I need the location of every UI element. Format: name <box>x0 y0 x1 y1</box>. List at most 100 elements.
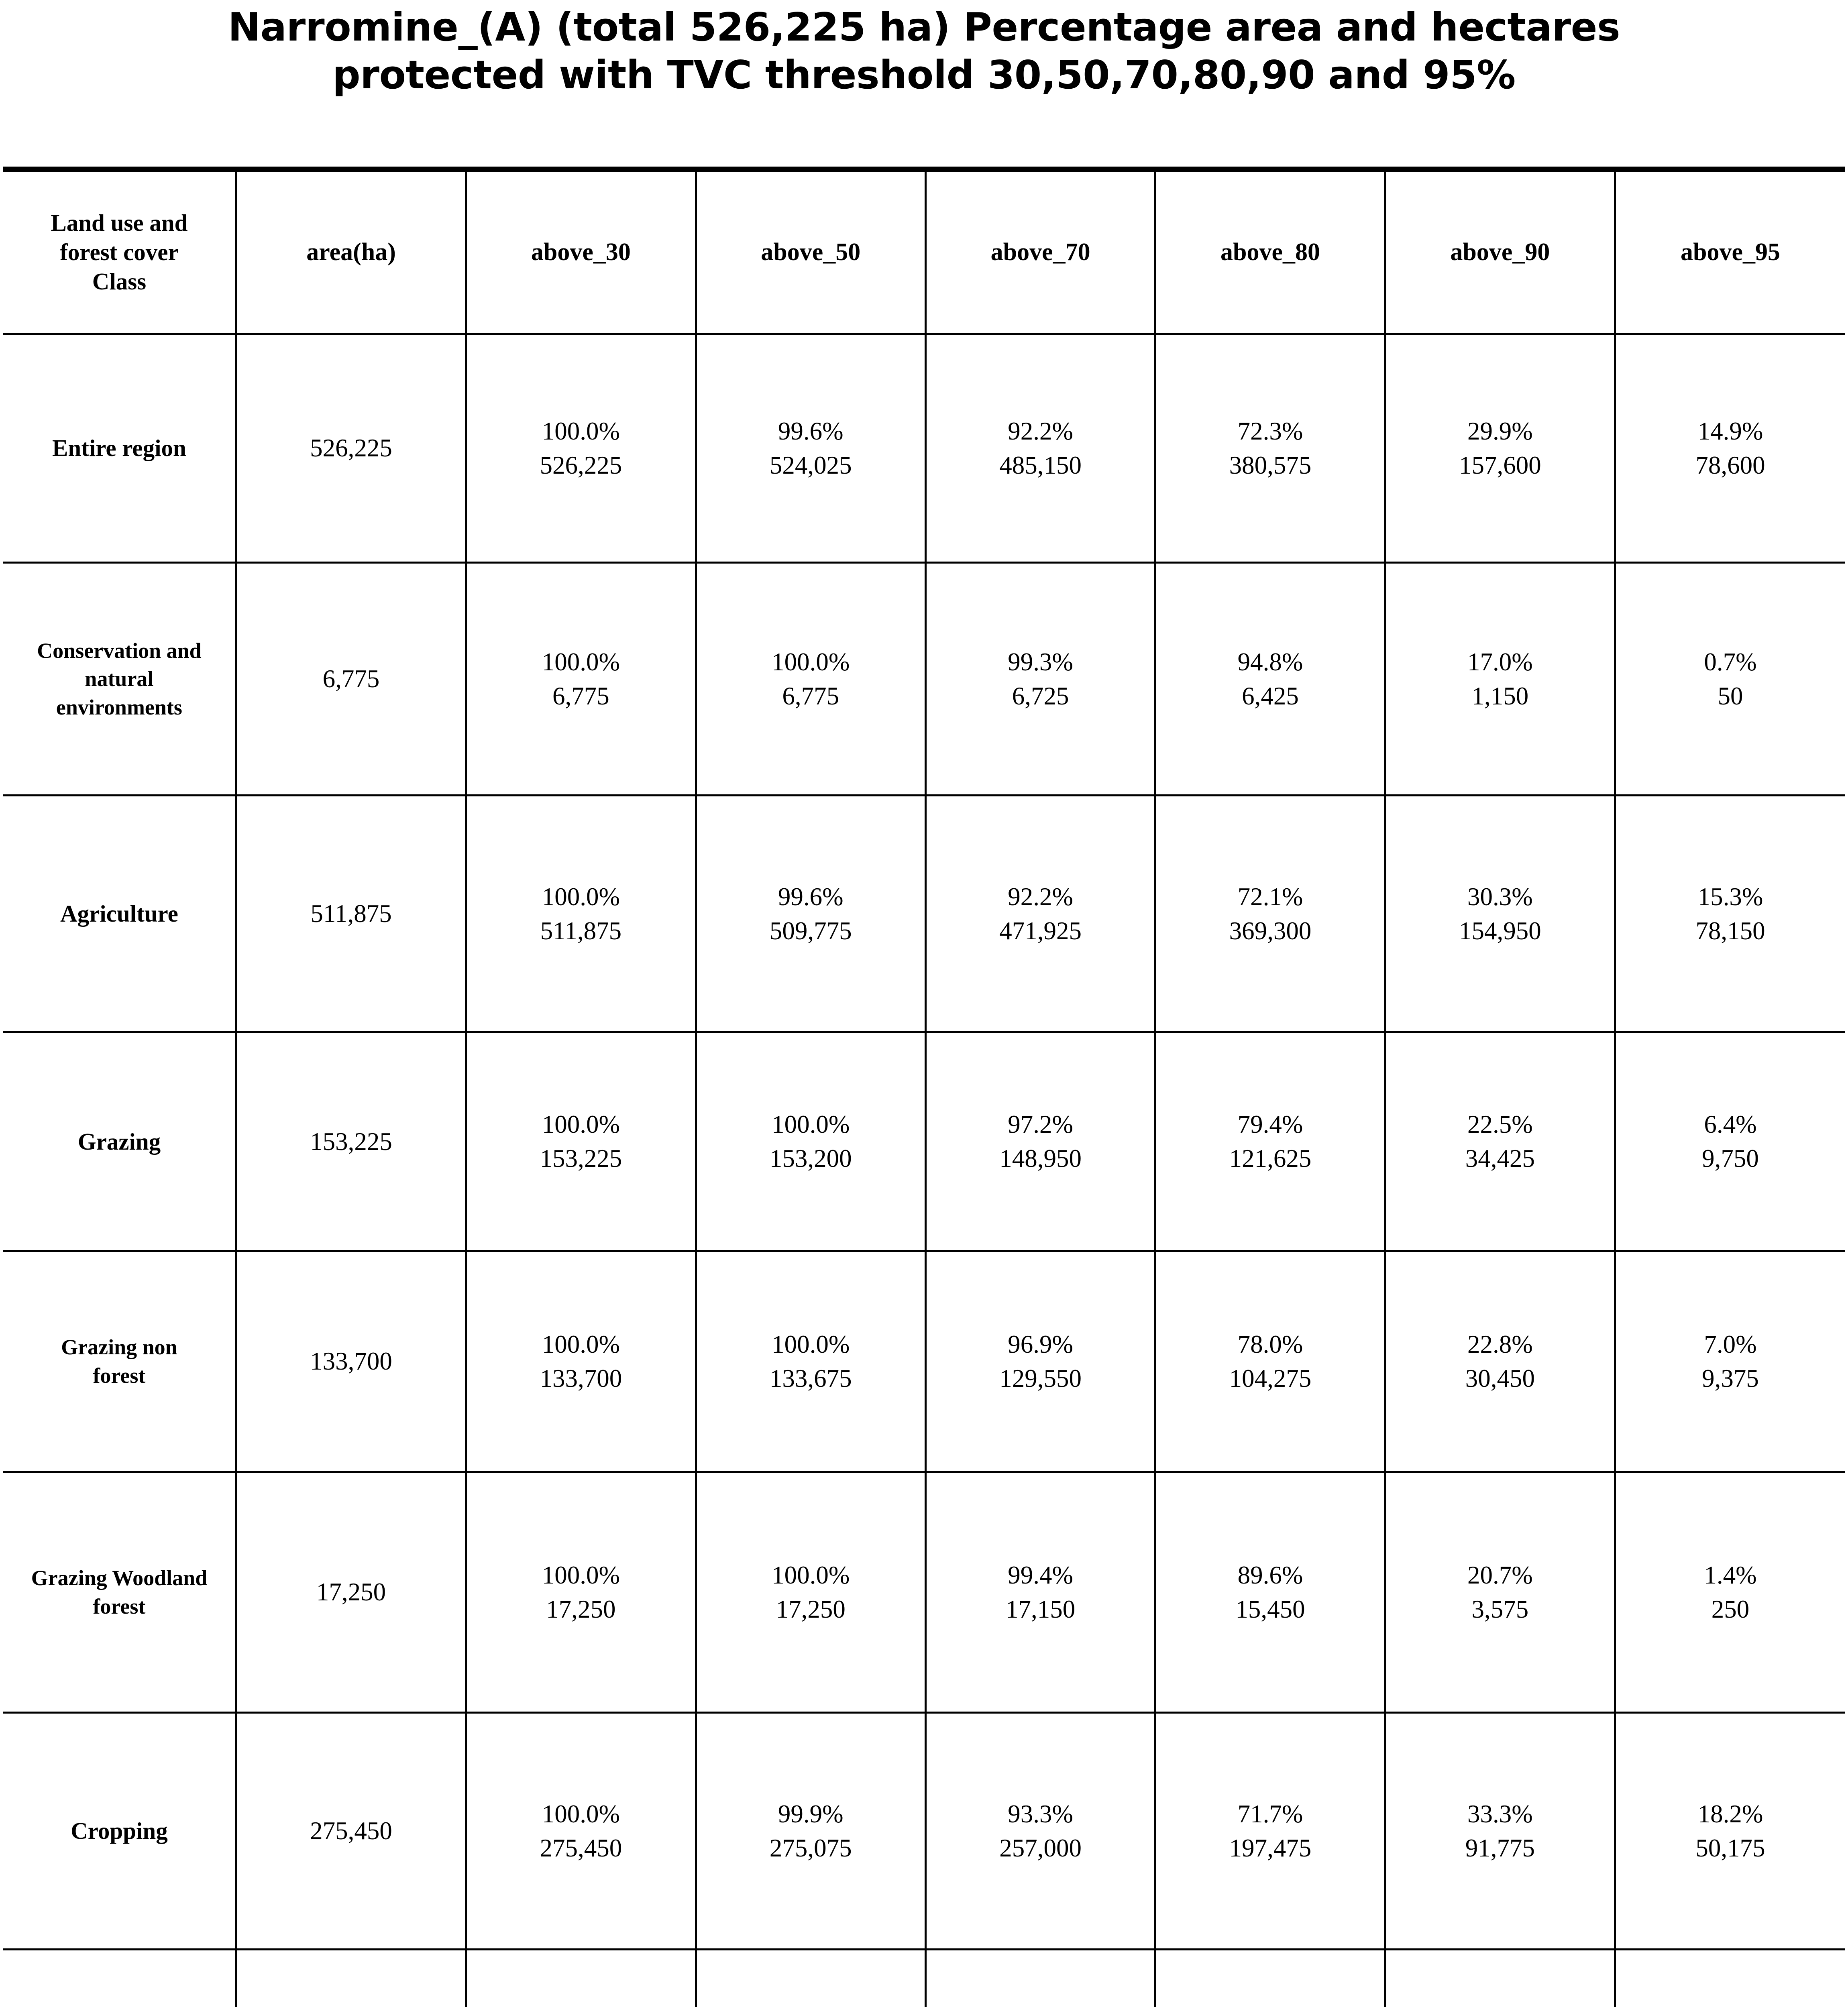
cell-stack: 93.3% 257,000 <box>999 1801 1082 1861</box>
cell-threshold-value: 97.2% 148,950 <box>924 1031 1157 1252</box>
row-label: Grazing <box>3 1031 237 1252</box>
cell-hectares: 509,775 <box>769 916 852 945</box>
cell-threshold-value: 100.0%83,000 <box>465 1948 697 2007</box>
cell-hectares: 50,175 <box>1695 1834 1765 1862</box>
cell-area-ha: 133,700 <box>235 1250 467 1473</box>
cell-threshold-value: 99.3% 6,725 <box>924 562 1157 796</box>
cell-hectares: 511,875 <box>540 916 622 945</box>
cell-percent: 29.9% <box>1467 417 1533 445</box>
cell-hectares: 50 <box>1718 682 1743 710</box>
table-header-row: Land use and forest cover Class area(ha)… <box>3 169 1845 335</box>
cell-hectares: 369,300 <box>1229 916 1312 945</box>
cell-stack: 100.0% 153,225 <box>540 1112 622 1171</box>
cell-hectares: 133,700 <box>540 1364 622 1392</box>
cell-threshold-value: 72.3% 380,575 <box>1154 333 1386 564</box>
cell-stack: 100.0% 6,775 <box>772 649 850 709</box>
cell-threshold-value: 14.9% 78,600 <box>1614 333 1845 564</box>
cell-threshold-value: 79.4% 121,625 <box>1154 1031 1386 1252</box>
cell-percent: 100.0% <box>542 1110 620 1138</box>
cell-percent: 17.0% <box>1467 647 1533 676</box>
column-header-above-95: above_95 <box>1614 169 1845 335</box>
cell-threshold-value: 79.3%65,825 <box>924 1948 1157 2007</box>
cell-stack: 79.4% 121,625 <box>1229 1112 1312 1171</box>
cell-area-ha: 153,225 <box>235 1031 467 1252</box>
cell-threshold-value: 94.8% 6,425 <box>1154 562 1386 796</box>
cell-percent: 93.3% <box>1008 1799 1073 1828</box>
cell-percent: 89.6% <box>1237 1561 1303 1589</box>
cell-threshold-value: 7.0% 9,375 <box>1614 1250 1845 1473</box>
cell-hectares: 6,725 <box>1012 682 1069 710</box>
cell-percent: 92.2% <box>1008 417 1073 445</box>
table-body: Entire region 526,225 100.0% 526,225 99.6% 52… <box>3 333 1845 2007</box>
cell-hectares: 78,600 <box>1695 451 1765 479</box>
cell-threshold-value: 60.3%50,075 <box>1154 1948 1386 2007</box>
cell-threshold-value: 100.0% 6,775 <box>695 562 927 796</box>
cell-hectares: 17,150 <box>1006 1595 1076 1623</box>
cell-percent: 100.0% <box>542 1330 620 1358</box>
cell-stack: 22.5% 34,425 <box>1465 1112 1535 1171</box>
column-header-area: area(ha) <box>235 169 467 335</box>
cell-percent: 100.0% <box>772 1330 850 1358</box>
cell-hectares: 9,375 <box>1702 1364 1759 1392</box>
table-row: Irrigation83,000100.0%83,00098.0%81,3007… <box>3 1948 1845 2007</box>
cell-threshold-value: 99.4% 17,150 <box>924 1471 1157 1714</box>
cell-threshold-value: 72.1% 369,300 <box>1154 794 1386 1033</box>
cell-stack: 17.0% 1,150 <box>1467 649 1533 709</box>
cell-threshold-value: 100.0% 17,250 <box>465 1471 697 1714</box>
cell-hectares: 91,775 <box>1465 1834 1535 1862</box>
cell-threshold-value: 99.9% 275,075 <box>695 1712 927 1950</box>
cell-hectares: 153,200 <box>769 1144 852 1172</box>
cell-stack: 0.7% 50 <box>1704 649 1756 709</box>
cell-hectares: 257,000 <box>999 1834 1082 1862</box>
row-label: Entire region <box>3 333 237 564</box>
cell-threshold-value: 93.3% 257,000 <box>924 1712 1157 1950</box>
cell-stack: 29.9% 157,600 <box>1459 417 1541 478</box>
cell-stack: 18.2% 50,175 <box>1695 1801 1765 1861</box>
cell-percent: 97.2% <box>1008 1110 1073 1138</box>
cell-threshold-value: 100.0% 275,450 <box>465 1712 697 1950</box>
cell-area-ha: 511,875 <box>235 794 467 1033</box>
cell-threshold-value: 71.7% 197,475 <box>1154 1712 1386 1950</box>
cell-percent: 33.3% <box>1467 1799 1533 1828</box>
cell-percent: 99.6% <box>778 882 844 911</box>
column-header-above-50: above_50 <box>695 169 927 335</box>
cell-hectares: 275,450 <box>540 1834 622 1862</box>
cell-threshold-value: 78.0% 104,275 <box>1154 1250 1386 1473</box>
cell-hectares: 78,150 <box>1695 916 1765 945</box>
cell-percent: 100.0% <box>542 882 620 911</box>
cell-threshold-value: 92.2% 485,150 <box>924 333 1157 564</box>
cell-hectares: 17,250 <box>546 1595 616 1623</box>
cell-percent: 94.8% <box>1237 647 1303 676</box>
tvc-table-container: Land use and forest cover Class area(ha)… <box>3 167 1845 2007</box>
cell-hectares: 6,775 <box>552 682 609 710</box>
row-label: Grazing non forest <box>3 1250 237 1473</box>
column-header-above-70: above_70 <box>924 169 1157 335</box>
row-label: Grazing Woodland forest <box>3 1471 237 1714</box>
page-title: Narromine_(A) (total 526,225 ha) Percent… <box>228 4 1620 98</box>
cell-hectares: 250 <box>1711 1595 1750 1623</box>
cell-threshold-value: 96.9% 129,550 <box>924 1250 1157 1473</box>
cell-percent: 92.2% <box>1008 882 1073 911</box>
cell-stack: 97.2% 148,950 <box>999 1112 1082 1171</box>
cell-percent: 71.7% <box>1237 1799 1303 1828</box>
cell-area-ha: 526,225 <box>235 333 467 564</box>
cell-stack: 100.0% 153,200 <box>770 1112 852 1171</box>
cell-percent: 1.4% <box>1704 1561 1757 1589</box>
cell-stack: 99.6% 509,775 <box>770 884 852 944</box>
cell-stack: 71.7% 197,475 <box>1229 1801 1312 1861</box>
cell-stack: 22.8% 30,450 <box>1465 1331 1535 1391</box>
cell-stack: 100.0% 6,775 <box>542 649 620 709</box>
cell-hectares: 15,450 <box>1235 1595 1305 1623</box>
cell-hectares: 6,775 <box>782 682 839 710</box>
cell-stack: 72.3% 380,575 <box>1229 417 1312 478</box>
cell-percent: 18.2% <box>1697 1799 1763 1828</box>
cell-stack: 78.0% 104,275 <box>1229 1331 1312 1391</box>
cell-percent: 72.3% <box>1237 417 1303 445</box>
cell-hectares: 3,575 <box>1471 1595 1529 1623</box>
cell-percent: 100.0% <box>542 1561 620 1589</box>
cell-percent: 96.9% <box>1008 1330 1073 1358</box>
cell-percent: 100.0% <box>542 647 620 676</box>
cell-stack: 20.7% 3,575 <box>1467 1562 1533 1623</box>
cell-percent: 7.0% <box>1704 1330 1757 1358</box>
cell-stack: 89.6% 15,450 <box>1235 1561 1305 1623</box>
